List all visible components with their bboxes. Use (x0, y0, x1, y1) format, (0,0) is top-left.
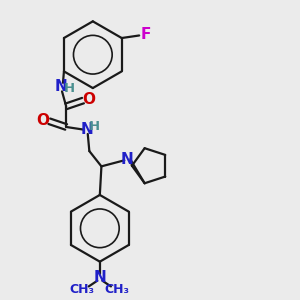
Text: N: N (55, 79, 68, 94)
Text: N: N (94, 270, 106, 285)
Text: N: N (121, 152, 134, 167)
Text: CH₃: CH₃ (70, 283, 95, 296)
Text: N: N (80, 122, 93, 137)
Text: F: F (140, 27, 151, 42)
Text: H: H (89, 120, 100, 133)
Text: CH₃: CH₃ (105, 283, 130, 296)
Text: O: O (37, 113, 50, 128)
Text: O: O (82, 92, 95, 107)
Text: H: H (64, 82, 75, 95)
